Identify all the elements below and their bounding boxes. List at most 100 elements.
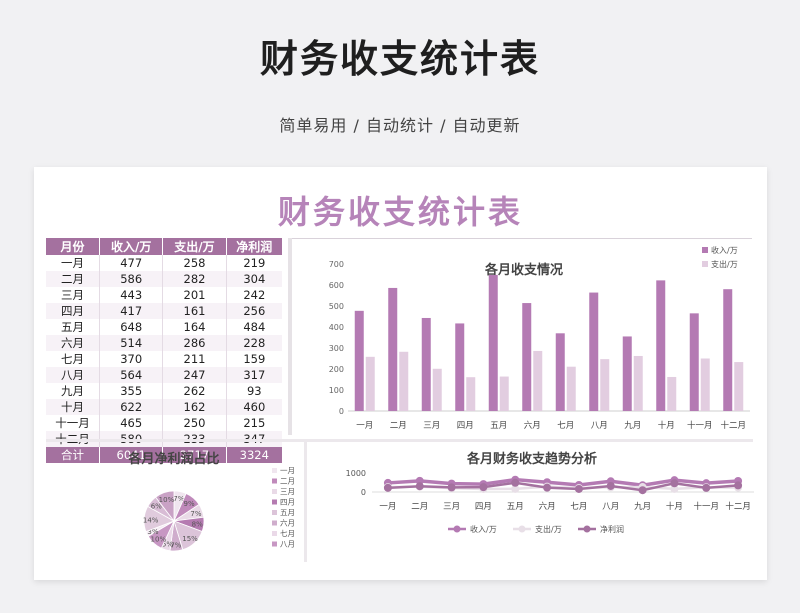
x-tick-label: 八月 (602, 502, 619, 512)
bar-expense (399, 351, 409, 411)
legend-marker (583, 525, 591, 533)
cell-income: 622 (99, 399, 164, 415)
pie-slice-label: 14% (143, 516, 159, 524)
bar-income (421, 317, 431, 411)
cell-income: 564 (99, 367, 164, 383)
series-point (511, 478, 520, 487)
cell-profit: 256 (226, 303, 282, 319)
legend-label: 净利润 (600, 524, 624, 534)
pie-legend-swatch (272, 489, 277, 494)
bar-chart: 各月收支情况 700 600 500 400 300 200 100 0 一月 二月 三月 四月 五月 六月… (329, 245, 750, 431)
cell-income: 514 (99, 335, 164, 351)
page-title: 财务收支统计表 (259, 37, 540, 81)
page-subtitle: 简单易用 / 自动统计 / 自动更新 (279, 116, 521, 135)
legend-label-income: 收入/万 (711, 245, 738, 255)
bar-expense (499, 376, 509, 411)
finance-table: 月份 收入/万 支出/万 净利润 一月 477 258 219 二月 586 282 304 三… (46, 238, 282, 463)
x-tick-label: 四月 (457, 421, 474, 431)
bar-income (723, 289, 733, 411)
x-tick-label: 十二月 (720, 420, 746, 431)
cell-income: 417 (99, 303, 164, 319)
pie-legend-swatch (272, 510, 277, 515)
bar-expense (466, 377, 476, 411)
table-row: 二月 586 282 304 (46, 271, 282, 287)
bar-expense (667, 376, 677, 411)
pie-slice-label: 7% (173, 495, 184, 503)
series-line-0 (387, 477, 739, 488)
cell-income: 355 (99, 383, 164, 399)
bar-expense (600, 359, 610, 411)
pie-legend-swatch (272, 520, 277, 526)
bar-income (589, 292, 599, 411)
cell-expense: 262 (162, 383, 227, 399)
cell-income: 477 (99, 255, 164, 271)
x-tick-label: 十月 (666, 501, 683, 512)
cell-month: 九月 (46, 383, 101, 399)
pie-slice-label: 10% (159, 496, 175, 504)
bar-income (555, 333, 565, 411)
table-row: 七月 370 211 159 (46, 351, 282, 367)
pie-legend-label: 七月 (280, 529, 295, 538)
y-tick-label: 200 (329, 365, 344, 374)
cell-income: 443 (99, 287, 164, 303)
x-tick-label: 六月 (539, 501, 556, 512)
cell-month: 一月 (46, 255, 101, 271)
bar-income (354, 310, 364, 411)
pie-slice-label: 7% (190, 510, 201, 518)
pie-legend-swatch (272, 499, 277, 505)
x-tick-label: 十月 (658, 420, 675, 431)
total-expense: 2717 (162, 447, 227, 463)
cell-profit: 460 (226, 399, 282, 415)
x-tick-label: 七月 (570, 502, 587, 512)
bar-income (656, 280, 666, 411)
total-income: 6041 (99, 447, 164, 463)
x-tick-label: 一月 (379, 502, 396, 512)
x-tick-label: 一月 (356, 421, 373, 431)
y-tick-label: 100 (329, 386, 344, 395)
cell-month: 八月 (46, 367, 101, 383)
bar-expense (533, 350, 543, 411)
bar-expense (633, 355, 643, 411)
series-point (670, 484, 679, 493)
cell-month: 七月 (46, 351, 101, 367)
pie-slice-label: 8% (192, 521, 203, 529)
cell-profit: 304 (226, 271, 282, 287)
cell-expense: 211 (162, 351, 227, 367)
pie-slice-label: 5% (162, 540, 173, 548)
series-point (702, 483, 711, 492)
series-line-2 (387, 481, 739, 492)
x-tick-label: 十一月 (687, 420, 713, 431)
line-chart-title: 各月财务收支趋势分析 (466, 451, 597, 467)
table-row: 六月 514 286 228 (46, 335, 282, 351)
x-tick-label: 九月 (634, 502, 651, 512)
y-tick-label: 700 (329, 260, 344, 269)
x-tick-label: 二月 (390, 421, 407, 431)
sheet-preview: 财务收支统计表 月份 收入/万 支出/万 净利润 一月 477 258 219 二月 58… (34, 167, 767, 580)
series-point (638, 486, 647, 495)
line-chart: 各月财务收支趋势分析 1000 0 一月 二月 三月 四月 五月 六月 七月 八月 九月 十月 十一月 十二… (346, 451, 754, 534)
cell-income: 586 (99, 271, 164, 287)
cell-expense: 164 (162, 319, 227, 335)
pie-legend-label: 一月 (280, 466, 295, 475)
series-point (479, 483, 488, 492)
cell-expense: 286 (162, 335, 227, 351)
pie-legend-swatch (272, 468, 277, 473)
pie-legend-label: 五月 (280, 508, 295, 517)
series-point (415, 482, 424, 491)
legend-label: 收入/万 (470, 524, 497, 534)
pie-legend-label: 二月 (280, 477, 295, 486)
table-row: 三月 443 201 242 (46, 287, 282, 303)
legend-marker (453, 525, 461, 533)
page-header: 财务收支统计表 简单易用 / 自动统计 / 自动更新 (0, 0, 800, 160)
col-header-expense: 支出/万 (162, 238, 227, 255)
col-header-month: 月份 (46, 238, 101, 255)
cell-profit: 159 (243, 352, 266, 366)
series-point (447, 483, 456, 492)
pie-chart: 各月净利润占比7%9%7%8%15%7%5%10%3%14%6%10%一月二月三… (127, 451, 295, 552)
y-tick-label: 0 (361, 488, 366, 497)
y-tick-label: 500 (329, 302, 344, 311)
bar-expense (566, 366, 576, 411)
legend-swatch-expense (702, 261, 708, 267)
x-tick-label: 七月 (557, 421, 574, 431)
cell-month: 五月 (46, 319, 101, 335)
